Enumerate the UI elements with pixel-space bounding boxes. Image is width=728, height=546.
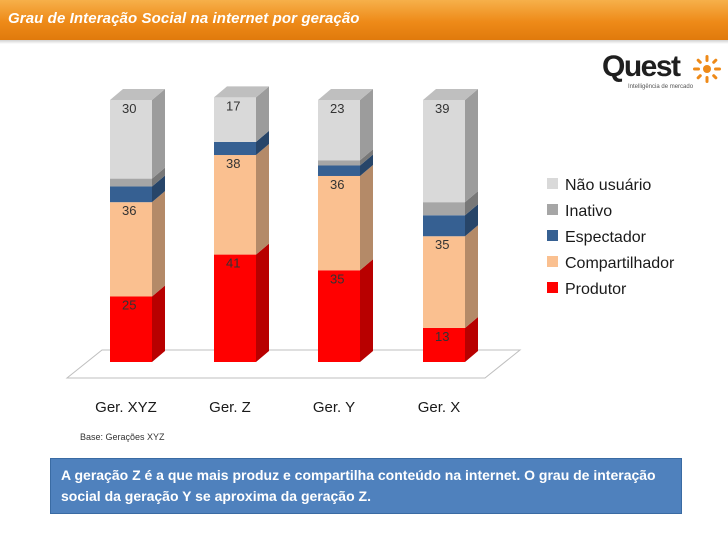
logo-wordmark: Quest	[602, 50, 681, 83]
bar-produtor-3	[318, 270, 360, 362]
bar-side-compartilhador-1	[152, 191, 165, 297]
bar-side-inativo-3	[360, 149, 373, 166]
bar-side-espectador-2	[256, 130, 269, 156]
bar-n-o-usu-rio-1	[110, 100, 152, 179]
bar-espectador-2	[214, 141, 256, 156]
bar-side-produtor-4	[465, 316, 478, 362]
bar-side-espectador-1	[152, 175, 165, 203]
data-label-compartilhador-4: 35	[435, 237, 449, 252]
bar-side-n-o-usu-rio-1	[152, 89, 165, 179]
legend-label-produtor: Produtor	[565, 281, 627, 298]
bar-inativo-3	[318, 160, 360, 166]
bar-side-espectador-3	[360, 154, 373, 176]
bar-espectador-4	[423, 215, 465, 237]
bar-n-o-usu-rio-4	[423, 100, 465, 203]
bar-side-produtor-1	[152, 285, 165, 362]
data-label-n-o-usu-rio-3: 23	[330, 101, 344, 116]
legend-swatch-compartilhador	[547, 256, 558, 267]
bar-produtor-2	[214, 254, 256, 362]
data-label-compartilhador-2: 38	[226, 156, 240, 171]
bar-inativo-1	[110, 178, 152, 187]
legend-swatch-produtor	[547, 282, 558, 293]
data-label-n-o-usu-rio-1: 30	[122, 101, 136, 116]
x-tick-label-1: Ger. XYZ	[95, 399, 157, 416]
bar-side-produtor-3	[360, 259, 373, 362]
bar-side-n-o-usu-rio-4	[465, 89, 478, 203]
bar-espectador-3	[318, 165, 360, 176]
bar-compartilhador-3	[318, 175, 360, 271]
bar-side-compartilhador-3	[360, 164, 373, 271]
bar-top-3	[318, 89, 373, 100]
legend-label-inativo: Inativo	[565, 203, 612, 220]
legend-swatch-n-o-usu-rio	[547, 178, 558, 189]
legend-label-espectador: Espectador	[565, 229, 647, 246]
bar-n-o-usu-rio-3	[318, 100, 360, 161]
legend-swatch-inativo	[547, 204, 558, 215]
title-bar: Grau de Interação Social na internet por…	[0, 0, 728, 44]
data-label-compartilhador-1: 36	[122, 203, 136, 218]
data-label-produtor-1: 25	[122, 298, 136, 313]
bar-produtor-1	[110, 296, 152, 362]
data-label-produtor-4: 13	[435, 329, 449, 344]
bar-top-2	[214, 86, 269, 98]
conclusion-callout: A geração Z é a que mais produz e compar…	[50, 458, 682, 514]
sun-icon	[693, 55, 721, 83]
x-tick-label-4: Ger. X	[418, 399, 461, 416]
data-label-n-o-usu-rio-2: 17	[226, 98, 240, 113]
page-title: Grau de Interação Social na internet por…	[8, 10, 360, 27]
bar-side-n-o-usu-rio-3	[360, 89, 373, 161]
callout-text: A geração Z é a que mais produz e compar…	[61, 467, 656, 504]
quest-logo: Quest Intelligência de mercado	[600, 50, 722, 94]
bar-side-n-o-usu-rio-2	[256, 86, 269, 142]
bar-side-inativo-1	[152, 167, 165, 187]
bar-inativo-4	[423, 202, 465, 216]
data-label-produtor-2: 41	[226, 256, 240, 271]
x-tick-label-2: Ger. Z	[209, 399, 251, 416]
bar-top-4	[423, 89, 478, 100]
legend-label-n-o-usu-rio: Não usuário	[565, 177, 651, 194]
bar-side-espectador-4	[465, 204, 478, 237]
base-footnote: Base: Gerações XYZ	[80, 432, 165, 442]
bar-compartilhador-1	[110, 202, 152, 297]
bar-compartilhador-2	[214, 155, 256, 255]
bar-compartilhador-4	[423, 236, 465, 328]
chart-floor	[65, 349, 522, 379]
bar-produtor-4	[423, 327, 465, 362]
legend-label-compartilhador: Compartilhador	[565, 255, 675, 272]
legend-swatch-espectador	[547, 230, 558, 241]
data-label-compartilhador-3: 36	[330, 177, 344, 192]
data-label-produtor-3: 35	[330, 271, 344, 286]
bar-side-compartilhador-4	[465, 225, 478, 328]
data-label-n-o-usu-rio-4: 39	[435, 101, 449, 116]
bar-side-inativo-4	[465, 191, 478, 216]
bar-side-produtor-2	[256, 243, 269, 362]
logo-tagline: Intelligência de mercado	[628, 84, 694, 90]
bar-top-1	[110, 89, 165, 100]
x-tick-label-3: Ger. Y	[313, 399, 355, 416]
bar-espectador-1	[110, 186, 152, 203]
bar-n-o-usu-rio-2	[214, 97, 256, 142]
bar-side-compartilhador-2	[256, 144, 269, 255]
